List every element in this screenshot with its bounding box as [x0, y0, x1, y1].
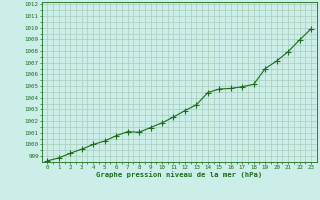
X-axis label: Graphe pression niveau de la mer (hPa): Graphe pression niveau de la mer (hPa) [96, 171, 262, 178]
